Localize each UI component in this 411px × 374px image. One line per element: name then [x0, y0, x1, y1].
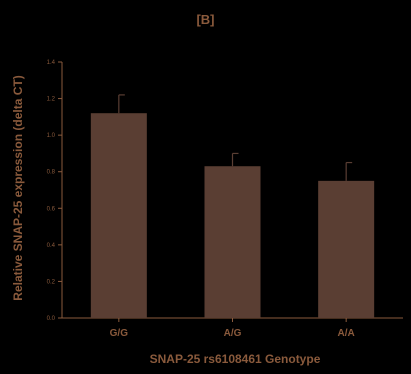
bar	[318, 180, 375, 318]
y-tick-label: 0.4	[47, 243, 56, 249]
x-tick-label: A/G	[224, 328, 242, 339]
x-tick-label: A/A	[338, 328, 355, 339]
y-tick-label: 1.2	[47, 97, 56, 103]
bar	[90, 113, 147, 318]
y-tick-label: 1.4	[47, 60, 56, 66]
x-tick-label: G/G	[110, 328, 129, 339]
y-tick-label: 0.8	[47, 170, 56, 176]
panel-label: [B]	[196, 12, 215, 27]
bar	[204, 166, 261, 318]
y-tick-label: 0.0	[47, 316, 56, 322]
y-tick-label: 0.6	[47, 206, 56, 212]
y-tick-label: 0.2	[47, 279, 56, 285]
y-tick-label: 1.0	[47, 133, 56, 139]
x-axis-label: SNAP-25 rs6108461 Genotype	[149, 352, 321, 366]
